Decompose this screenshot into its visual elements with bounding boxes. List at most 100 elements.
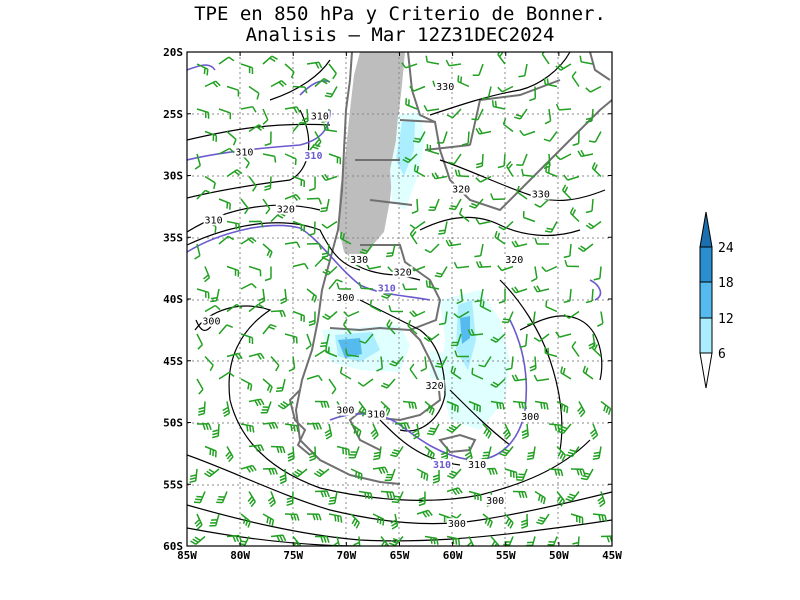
wind-barb [348, 446, 360, 459]
wind-barb [556, 445, 566, 462]
lat-label-25S: 25S [163, 108, 183, 121]
wind-barb [386, 319, 396, 335]
wind-barb [585, 108, 594, 124]
wind-barb [536, 513, 550, 525]
wind-barb [428, 198, 440, 211]
blue-contour-label: 310 [378, 283, 396, 294]
wind-barb [522, 211, 536, 223]
wind-barb [194, 513, 203, 530]
contour-label-bg [504, 253, 525, 265]
wind-barb [270, 445, 286, 454]
wind-barb [196, 108, 210, 119]
wind-barb [600, 400, 612, 415]
colorbar-bottom-arrow [699, 352, 713, 389]
wind-barb [545, 300, 558, 313]
contour-label: 310 [367, 409, 385, 420]
wind-barb [491, 100, 506, 110]
wind-barb [218, 235, 234, 245]
wind-barb [292, 310, 305, 323]
wind-barb [497, 85, 514, 93]
wind-barb [458, 207, 470, 223]
wind-barb [288, 356, 296, 372]
wind-barb [226, 534, 243, 543]
wind-barb [321, 243, 330, 259]
latitude-labels: 20S 25S 30S 35S 40S 45S 50S 55S 60S [163, 46, 183, 553]
wind-barb [240, 423, 255, 433]
wind-barb [521, 168, 536, 178]
wind-barb [425, 55, 440, 65]
wind-barb [467, 328, 484, 337]
wind-barb [212, 423, 220, 439]
wind-barb [262, 55, 278, 65]
wind-barb [287, 446, 295, 462]
wind-barb [359, 243, 374, 255]
wind-barb [314, 535, 330, 543]
wind-barb [481, 446, 492, 460]
colorbar-label-6: 6 [718, 347, 726, 362]
wind-barb [196, 333, 204, 350]
wind-barb [409, 85, 426, 92]
wind-barb [328, 63, 337, 80]
wind-barb [482, 513, 493, 528]
wind-barb [457, 75, 470, 88]
wind-barb [579, 55, 594, 65]
wind-barb [592, 513, 608, 522]
colorbar: 24 18 12 6 [699, 211, 734, 389]
wind-barb [597, 491, 606, 508]
wind-barb [502, 117, 514, 133]
wind-barb [435, 356, 448, 368]
wind-barb [306, 422, 322, 430]
wind-barb [350, 468, 363, 481]
wind-barb [279, 468, 287, 485]
wind-barb [389, 356, 404, 367]
wind-barb [306, 242, 322, 250]
wind-barb [580, 468, 594, 481]
wind-barb [490, 193, 506, 201]
lat-label-20S: 20S [163, 46, 183, 59]
wind-barb [402, 153, 418, 164]
contour-label-bg [275, 203, 296, 215]
wind-barb [292, 85, 308, 94]
wind-barb [196, 189, 212, 200]
wind-barb [402, 400, 418, 410]
wind-barb [270, 534, 287, 542]
wind-barb [434, 266, 448, 278]
wind-barb [313, 468, 330, 478]
wind-barb [218, 108, 232, 120]
colorbar-label-12: 12 [718, 312, 734, 327]
wind-barb [306, 197, 322, 205]
wind-barbs [189, 52, 612, 546]
wind-barb [380, 378, 396, 389]
wind-barb [248, 352, 265, 360]
bonner-shading [322, 112, 510, 430]
wind-barb [226, 352, 243, 360]
contour-label: 330 [350, 255, 368, 266]
wind-barb [380, 400, 391, 416]
map-plot-area [187, 52, 612, 546]
blue-contour-label-bg [376, 282, 397, 294]
wind-barb [203, 468, 220, 478]
wind-barb [426, 423, 440, 436]
blue-contour-label-bg [303, 150, 324, 162]
wind-barb [204, 304, 221, 313]
wind-barb [454, 169, 470, 178]
wind-barb [516, 468, 528, 481]
colorbar-segment-6-12 [699, 317, 713, 354]
wind-barb [490, 333, 506, 343]
wind-barb [292, 468, 308, 478]
wind-barb [418, 491, 426, 507]
wind-barb [413, 164, 426, 178]
wind-barb [306, 513, 322, 521]
wind-barb [431, 172, 448, 180]
wind-barb [240, 378, 253, 391]
wind-barb [438, 221, 448, 235]
wind-barb [322, 310, 338, 321]
wind-barb [270, 356, 280, 372]
wind-barb [541, 52, 550, 65]
wind-barb [225, 446, 234, 463]
wind-barb [336, 445, 350, 456]
wind-barb [240, 333, 254, 345]
wind-barb [530, 266, 538, 282]
wind-barb [591, 342, 602, 358]
lat-label-35S: 35S [163, 231, 183, 244]
